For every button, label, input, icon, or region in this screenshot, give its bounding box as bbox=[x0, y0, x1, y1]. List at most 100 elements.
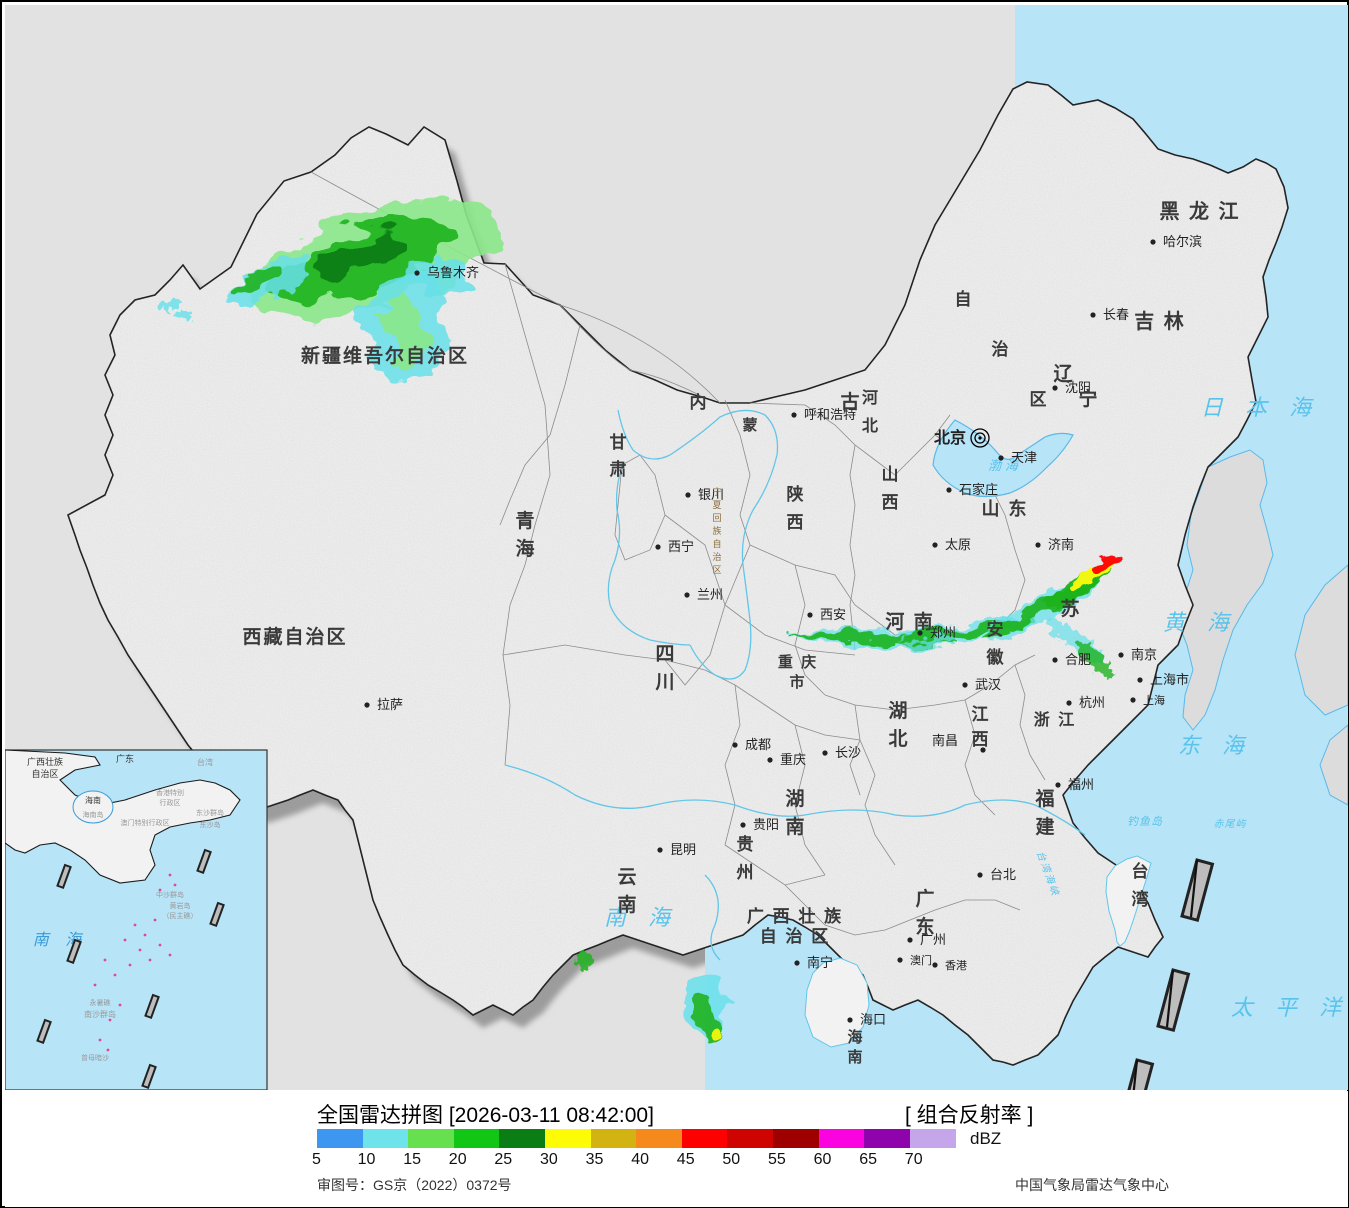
svg-text:夏: 夏 bbox=[712, 500, 721, 510]
svg-text:肃: 肃 bbox=[610, 460, 627, 479]
svg-text:南: 南 bbox=[785, 816, 804, 838]
svg-text:澳门特别行政区: 澳门特别行政区 bbox=[121, 818, 170, 827]
svg-text:海南岛: 海南岛 bbox=[83, 810, 104, 819]
svg-text:安: 安 bbox=[987, 619, 1004, 639]
svg-text:合肥: 合肥 bbox=[1065, 652, 1091, 667]
svg-text:拉萨: 拉萨 bbox=[377, 697, 403, 712]
svg-text:广: 广 bbox=[915, 887, 934, 910]
svg-text:山 东: 山 东 bbox=[981, 498, 1028, 519]
svg-text:东沙岛: 东沙岛 bbox=[200, 820, 221, 829]
svg-text:澳门: 澳门 bbox=[910, 953, 932, 967]
svg-text:治: 治 bbox=[992, 339, 1009, 359]
svg-text:族: 族 bbox=[712, 525, 721, 536]
svg-text:新疆维吾尔自治区: 新疆维吾尔自治区 bbox=[301, 344, 469, 367]
svg-text:宁: 宁 bbox=[712, 486, 721, 497]
svg-text:台北: 台北 bbox=[990, 867, 1016, 882]
svg-text:吉 林: 吉 林 bbox=[1134, 309, 1186, 333]
svg-text:陕: 陕 bbox=[787, 484, 804, 504]
svg-text:湾: 湾 bbox=[1132, 889, 1149, 909]
svg-text:回: 回 bbox=[712, 513, 721, 523]
svg-text:香港特别: 香港特别 bbox=[156, 788, 184, 797]
svg-text:东: 东 bbox=[915, 915, 934, 938]
svg-text:南宁: 南宁 bbox=[807, 955, 833, 970]
svg-text:长春: 长春 bbox=[1103, 307, 1129, 322]
svg-text:哈尔滨: 哈尔滨 bbox=[1163, 234, 1202, 249]
svg-text:太原: 太原 bbox=[945, 537, 971, 552]
svg-text:武汉: 武汉 bbox=[975, 677, 1001, 692]
svg-text:内: 内 bbox=[690, 392, 707, 412]
svg-text:长沙: 长沙 bbox=[835, 745, 861, 760]
svg-text:青: 青 bbox=[515, 510, 534, 532]
svg-text:河: 河 bbox=[862, 388, 878, 407]
svg-text:福: 福 bbox=[1034, 787, 1054, 810]
svg-text:自: 自 bbox=[712, 538, 721, 549]
svg-text:甘: 甘 bbox=[610, 432, 627, 452]
svg-text:西安: 西安 bbox=[820, 607, 846, 622]
svg-text:川: 川 bbox=[654, 672, 674, 693]
svg-text:西宁: 西宁 bbox=[668, 539, 694, 554]
svg-text:石家庄: 石家庄 bbox=[959, 482, 998, 497]
svg-text:乌鲁木齐: 乌鲁木齐 bbox=[427, 265, 479, 280]
svg-text:赤尾屿: 赤尾屿 bbox=[1214, 818, 1248, 830]
svg-text:济南: 济南 bbox=[1048, 537, 1074, 552]
svg-text:州: 州 bbox=[736, 863, 754, 882]
svg-text:海: 海 bbox=[847, 1028, 862, 1046]
svg-text:湖: 湖 bbox=[888, 700, 907, 722]
svg-text:区: 区 bbox=[712, 565, 721, 575]
svg-text:海: 海 bbox=[515, 537, 534, 560]
svg-text:贵: 贵 bbox=[737, 834, 754, 854]
svg-text:山: 山 bbox=[882, 465, 899, 484]
svg-text:黑 龙 江: 黑 龙 江 bbox=[1159, 199, 1240, 223]
svg-text:四: 四 bbox=[655, 644, 674, 665]
svg-text:建: 建 bbox=[1035, 815, 1054, 838]
svg-text:浙 江: 浙 江 bbox=[1034, 710, 1076, 729]
svg-text:海南: 海南 bbox=[85, 795, 101, 805]
svg-text:南: 南 bbox=[617, 894, 636, 916]
svg-text:成都: 成都 bbox=[745, 737, 771, 752]
svg-text:苏: 苏 bbox=[1060, 597, 1079, 620]
svg-text:黄岩岛: 黄岩岛 bbox=[170, 901, 191, 910]
svg-text:广西壮族: 广西壮族 bbox=[27, 756, 63, 767]
svg-text:市: 市 bbox=[789, 673, 806, 691]
svg-text:黄 海: 黄 海 bbox=[1163, 610, 1237, 635]
svg-text:东 海: 东 海 bbox=[1178, 733, 1252, 758]
svg-text:钓鱼岛: 钓鱼岛 bbox=[1127, 815, 1163, 828]
svg-text:杭州: 杭州 bbox=[1079, 695, 1105, 710]
svg-text:永暑礁: 永暑礁 bbox=[90, 998, 111, 1007]
svg-text:宁: 宁 bbox=[1078, 387, 1097, 410]
svg-text:广东: 广东 bbox=[116, 753, 134, 764]
svg-text:西: 西 bbox=[882, 493, 899, 512]
svg-text:南京: 南京 bbox=[1131, 647, 1157, 662]
svg-text:贵阳: 贵阳 bbox=[753, 817, 779, 832]
svg-text:南: 南 bbox=[847, 1048, 862, 1066]
svg-text:自: 自 bbox=[955, 289, 972, 309]
svg-text:太 平 洋: 太 平 洋 bbox=[1231, 995, 1348, 1020]
svg-text:日 本 海: 日 本 海 bbox=[1201, 395, 1319, 420]
svg-text:辽: 辽 bbox=[1053, 363, 1072, 385]
svg-text:海口: 海口 bbox=[860, 1012, 886, 1027]
svg-text:天津: 天津 bbox=[1011, 450, 1037, 465]
svg-text:北: 北 bbox=[862, 417, 878, 435]
svg-text:西藏自治区: 西藏自治区 bbox=[242, 625, 347, 648]
svg-text:台湾: 台湾 bbox=[197, 757, 213, 767]
svg-text:蒙: 蒙 bbox=[742, 416, 757, 434]
svg-text:河 南: 河 南 bbox=[885, 611, 934, 633]
svg-text:福州: 福州 bbox=[1068, 777, 1094, 792]
svg-text:香港: 香港 bbox=[945, 959, 967, 972]
svg-text:南昌: 南昌 bbox=[932, 733, 958, 748]
svg-text:区: 区 bbox=[1030, 390, 1047, 409]
svg-text:湖: 湖 bbox=[785, 788, 804, 810]
svg-text:自 治 区: 自 治 区 bbox=[760, 926, 830, 946]
svg-text:重庆: 重庆 bbox=[780, 752, 806, 767]
svg-text:东沙群岛: 东沙群岛 bbox=[196, 808, 224, 817]
svg-text:治: 治 bbox=[712, 551, 721, 562]
svg-text:（民主礁）: （民主礁） bbox=[163, 911, 198, 920]
svg-text:广 西 壮 族: 广 西 壮 族 bbox=[747, 906, 843, 926]
svg-text:南 海: 南 海 bbox=[604, 905, 678, 930]
svg-text:古: 古 bbox=[840, 390, 859, 413]
svg-text:昆明: 昆明 bbox=[670, 842, 696, 857]
svg-text:台: 台 bbox=[1132, 861, 1149, 881]
svg-text:西: 西 bbox=[972, 730, 989, 749]
svg-text:上海: 上海 bbox=[1143, 693, 1165, 707]
svg-text:西: 西 bbox=[787, 513, 804, 532]
